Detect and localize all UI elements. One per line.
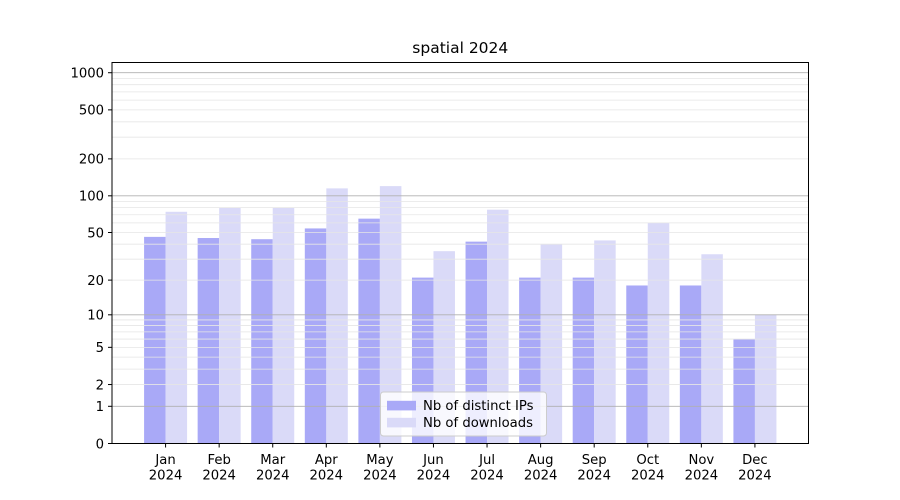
y-tick-label-1000: 1000 xyxy=(70,67,104,82)
bar-downloads-sep xyxy=(594,240,616,444)
bar-distinct-ips-sep xyxy=(572,277,595,444)
y-tick-label-1: 1 xyxy=(96,400,104,415)
bar-downloads-jan xyxy=(165,211,188,444)
bar-downloads-apr xyxy=(326,188,348,444)
bar-distinct-ips-jan xyxy=(144,236,166,444)
y-tick-label-20: 20 xyxy=(87,274,104,289)
bar-downloads-oct xyxy=(647,222,670,444)
gridlines-layer xyxy=(112,72,809,407)
y-tick-label-500: 500 xyxy=(79,104,104,119)
bar-downloads-jul xyxy=(487,209,509,444)
bar-distinct-ips-may xyxy=(358,218,380,444)
x-tick-label-oct: Oct 2024 xyxy=(631,453,665,484)
y-tick-label-5: 5 xyxy=(96,341,104,356)
x-tick-label-feb: Feb 2024 xyxy=(202,453,236,484)
x-tick-label-mar: Mar 2024 xyxy=(256,453,290,484)
bar-distinct-ips-oct xyxy=(626,285,648,444)
x-tick-label-jun: Jun 2024 xyxy=(417,453,451,484)
x-tick-label-sep: Sep 2024 xyxy=(577,453,611,484)
bar-distinct-ips-mar xyxy=(251,239,273,444)
bar-distinct-ips-dec xyxy=(733,339,755,444)
x-tick-label-jan: Jan 2024 xyxy=(149,453,183,484)
x-tick-label-nov: Nov 2024 xyxy=(685,453,719,484)
legend: Nb of distinct IPs Nb of downloads xyxy=(380,391,547,437)
bar-downloads-dec xyxy=(754,314,777,444)
x-tick-label-aug: Aug 2024 xyxy=(524,453,558,484)
y-tick-label-10: 10 xyxy=(87,309,104,324)
bar-distinct-ips-nov xyxy=(679,285,702,444)
y-tick-label-200: 200 xyxy=(79,153,104,168)
chart-title: spatial 2024 xyxy=(412,39,508,57)
x-tick-label-may: May 2024 xyxy=(363,453,397,484)
x-tick-label-dec: Dec 2024 xyxy=(738,453,772,484)
bar-distinct-ips-feb xyxy=(197,238,220,444)
x-tick-label-jul: Jul 2024 xyxy=(470,453,504,484)
legend-box xyxy=(380,391,547,437)
legend-swatch-distinct-ips xyxy=(387,400,416,411)
plot-frame xyxy=(111,62,809,444)
legend-swatch-downloads xyxy=(387,417,416,428)
y-tick-label-0: 0 xyxy=(96,437,104,452)
bar-downloads-nov xyxy=(701,254,723,444)
y-tick-label-2: 2 xyxy=(96,378,104,393)
bar-distinct-ips-apr xyxy=(304,228,327,444)
legend-label-downloads: Nb of downloads xyxy=(423,416,533,431)
y-tick-label-50: 50 xyxy=(87,226,104,241)
x-tick-label-apr: Apr 2024 xyxy=(310,453,344,484)
y-tick-label-100: 100 xyxy=(79,190,104,205)
legend-label-distinct-ips: Nb of distinct IPs xyxy=(423,399,534,414)
